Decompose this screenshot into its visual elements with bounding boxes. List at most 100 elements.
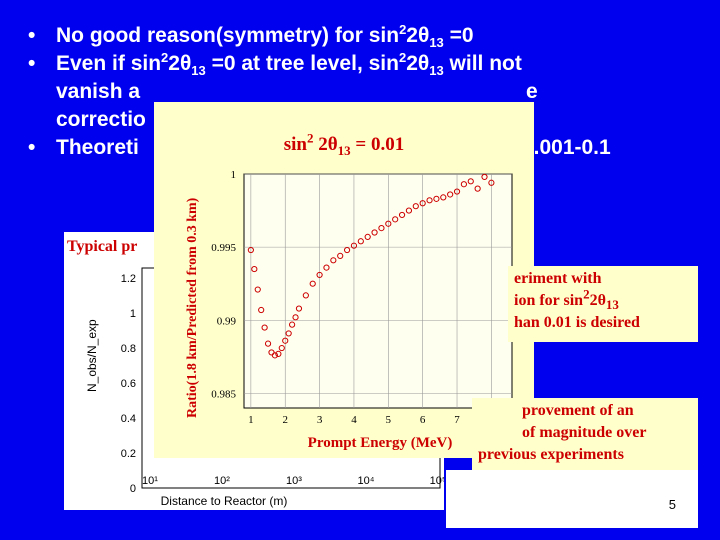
- note1-sub: 13: [605, 297, 619, 313]
- typical-ytick-label: 1: [130, 308, 136, 320]
- ratio-point: [251, 265, 258, 273]
- ratio-xtick-label: 7: [454, 414, 460, 426]
- page-number: 5: [664, 497, 680, 512]
- ratio-point: [258, 306, 265, 314]
- typical-xtick-label: 10⁴: [358, 475, 375, 487]
- ratio-point: [398, 211, 406, 219]
- bullet-2-mid: =0 at tree level, sin: [205, 52, 399, 75]
- ratio-ytick-label: 1: [231, 169, 237, 181]
- typical-xtick-label: 10⁵: [430, 475, 444, 487]
- ratio-point: [285, 330, 292, 337]
- bullet-2-end: will not: [443, 52, 522, 75]
- ratio-point: [453, 188, 461, 195]
- ratio-xlabel: Prompt Energy (MeV): [308, 435, 453, 451]
- note1-line2: ion for sin22θ13: [514, 286, 692, 313]
- ratio-point: [481, 173, 488, 181]
- ratio-ytick-label: 0.995: [211, 242, 236, 254]
- bullet-1-sup: 2: [399, 22, 407, 37]
- ratio-xtick-label: 5: [386, 414, 392, 426]
- ratio-point: [309, 280, 316, 287]
- bullet-2-sup1: 2: [161, 50, 169, 65]
- ratio-point: [247, 246, 254, 254]
- typical-chart: 0 0.2 0.4 0.6 0.8 1 1.2 N_obs/N_exp Distance t…: [85, 267, 444, 508]
- note2-line2: of magnitude over: [522, 424, 647, 441]
- typical-ytick-label: 0.2: [121, 448, 136, 460]
- ratio-point: [292, 314, 299, 321]
- ratio-point: [271, 352, 279, 359]
- ratio-title-post: = 0.01: [350, 134, 405, 155]
- ratio-point: [350, 242, 358, 249]
- note-resolution: eriment with ion for sin22θ13 han 0.01 i…: [508, 266, 698, 342]
- ratio-title-theta: 2θ: [313, 134, 338, 155]
- ratio-xtick-label: 2: [282, 414, 288, 426]
- typical-ytick-label: 0.8: [121, 343, 136, 355]
- ratio-xtick-label: 1: [248, 414, 254, 426]
- ratio-ytick-label: 0.985: [211, 388, 236, 400]
- bullet-1-theta: 2θ: [406, 24, 430, 47]
- ratio-point: [467, 178, 474, 185]
- note1-line2-pre: ion for sin: [514, 292, 584, 309]
- bullet-2-line2: vanish a: [56, 80, 141, 103]
- typical-ytick-label: 0.4: [121, 413, 136, 425]
- bullet-2: Even if sin22θ13 =0 at tree level, sin22…: [28, 50, 718, 134]
- ratio-ylabel: Ratio(1.8 km/Predicted from 0.3 km): [185, 197, 200, 418]
- typical-ytick-label: 0: [130, 483, 136, 495]
- typical-xtick-label: 10¹: [142, 475, 158, 487]
- bullet-1: No good reason(symmetry) for sin22θ13 =0: [28, 22, 718, 50]
- ratio-point: [282, 337, 289, 344]
- ratio-point: [302, 292, 309, 299]
- ratio-point: [412, 203, 419, 210]
- typical-ytick-label: 0.6: [121, 378, 136, 390]
- ratio-point: [264, 340, 272, 347]
- typical-xtick-label: 10³: [286, 475, 302, 487]
- bullet-1-sub: 13: [429, 35, 444, 51]
- ratio-xtick-label: 4: [351, 414, 357, 426]
- ratio-point: [337, 252, 344, 259]
- ratio-point: [488, 179, 495, 186]
- ratio-point: [289, 321, 296, 328]
- note2-line3: previous experiments: [478, 446, 624, 463]
- ratio-point: [316, 271, 323, 279]
- ratio-ytick-label: 0.99: [217, 315, 237, 327]
- bullet-2-line3: correctio: [56, 108, 146, 131]
- note1-theta: 2θ: [589, 292, 606, 309]
- ratio-point: [295, 305, 303, 312]
- bullet-2-text: Even if sin: [56, 52, 162, 75]
- bullet-2-sup2: 2: [398, 50, 407, 65]
- footer-box: [446, 470, 698, 528]
- ratio-point: [433, 195, 440, 202]
- note-improvement: provement of an of magnitude over previo…: [472, 398, 698, 474]
- ratio-point: [378, 225, 385, 232]
- bullet-2-sub1: 13: [191, 63, 206, 79]
- ratio-xtick-label: 6: [420, 414, 426, 426]
- ratio-point: [371, 229, 378, 236]
- bullet-1-end: =0: [443, 24, 474, 47]
- note2-line1: provement of an: [522, 402, 634, 419]
- ratio-point: [364, 233, 371, 240]
- ratio-title-pre: sin: [283, 134, 307, 155]
- note1-line1: eriment with: [514, 270, 602, 287]
- typical-ytick-label: 1.2: [121, 273, 136, 285]
- ratio-point: [392, 216, 399, 223]
- bullet-3-text: Theoreti: [56, 136, 139, 159]
- ratio-point: [447, 191, 454, 198]
- typical-xtick-label: 10²: [214, 475, 230, 487]
- ratio-panel: sin2 2θ13 = 0.01 0.985 0.99 0.995 1 1 2 3 4 5 6 7…: [154, 102, 534, 458]
- ratio-title-sub: 13: [337, 142, 351, 158]
- ratio-point: [343, 246, 351, 254]
- ratio-point: [357, 238, 364, 245]
- ratio-point: [419, 200, 426, 207]
- ratio-point: [474, 185, 481, 192]
- typical-heading: Typical pr: [67, 238, 138, 255]
- bullet-2-theta2: 2θ: [406, 52, 430, 75]
- bullet-2-sub2: 13: [429, 63, 444, 79]
- ratio-title: sin2 2θ13 = 0.01: [154, 132, 534, 158]
- typical-ylabel: N_obs/N_exp: [85, 319, 99, 392]
- note1-sup: 2: [583, 286, 590, 302]
- ratio-point: [440, 194, 447, 201]
- ratio-xtick-label: 3: [317, 414, 323, 426]
- ratio-point: [426, 197, 433, 204]
- note1-line3: han 0.01 is desired: [514, 314, 640, 331]
- ratio-point: [405, 207, 413, 214]
